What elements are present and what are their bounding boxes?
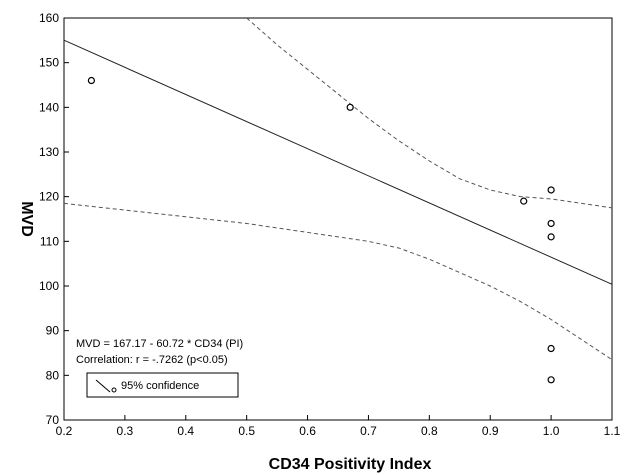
- x-tick-label: 0.5: [238, 424, 255, 438]
- x-tick-label: 0.4: [177, 424, 194, 438]
- regression-line: [63, 39, 613, 285]
- x-tick-label: 0.2: [56, 424, 73, 438]
- legend-box: [86, 372, 239, 398]
- x-tick-label: 0.9: [482, 424, 499, 438]
- equation-annotation: MVD = 167.17 - 60.72 * CD34 (PI): [76, 338, 243, 350]
- y-tick-label: 120: [39, 190, 59, 204]
- x-tick-label: 0.8: [421, 424, 438, 438]
- confidence-upper-line: [246, 17, 613, 209]
- y-tick-label: 100: [39, 279, 59, 293]
- y-axis-ticks: 70 80 90 100 110 120 130 140 150 160: [39, 11, 69, 427]
- data-points: [87, 76, 555, 384]
- y-tick-label: 140: [39, 100, 59, 114]
- data-point: [547, 344, 555, 353]
- y-tick-label: 80: [46, 368, 60, 382]
- correlation-annotation: Correlation: r = -.7262 (p<0.05): [76, 354, 228, 366]
- x-tick-label: 0.7: [360, 424, 377, 438]
- x-tick-label: 0.3: [117, 424, 134, 438]
- x-tick-label: 1.0: [543, 424, 560, 438]
- legend-line-icon: [95, 379, 111, 393]
- legend-label: 95% confidence: [121, 380, 199, 392]
- data-point: [87, 76, 96, 85]
- data-point: [547, 376, 555, 384]
- x-axis-ticks: 0.2 0.3 0.4 0.5 0.6 0.7 0.8 0.9 1.0 1.1: [56, 415, 621, 438]
- x-tick-label: 0.6: [299, 424, 316, 438]
- y-axis-label: MVD: [18, 201, 35, 237]
- y-tick-label: 90: [46, 324, 60, 338]
- y-tick-label: 130: [39, 145, 59, 159]
- plot-frame: [63, 17, 613, 421]
- legend-marker-icon: [111, 387, 117, 393]
- y-tick-label: 150: [39, 56, 59, 70]
- data-point: [547, 219, 555, 228]
- data-point: [547, 233, 555, 241]
- x-axis-label: CD34 Positivity Index: [269, 456, 432, 473]
- data-point: [520, 197, 528, 205]
- y-tick-label: 70: [46, 413, 60, 427]
- legend: 95% confidence: [86, 372, 239, 398]
- data-point: [547, 186, 555, 194]
- x-tick-label: 1.1: [604, 424, 621, 438]
- data-point: [346, 103, 354, 111]
- y-tick-label: 160: [39, 11, 59, 25]
- y-tick-label: 110: [40, 234, 59, 248]
- confidence-lower-line: [63, 202, 613, 361]
